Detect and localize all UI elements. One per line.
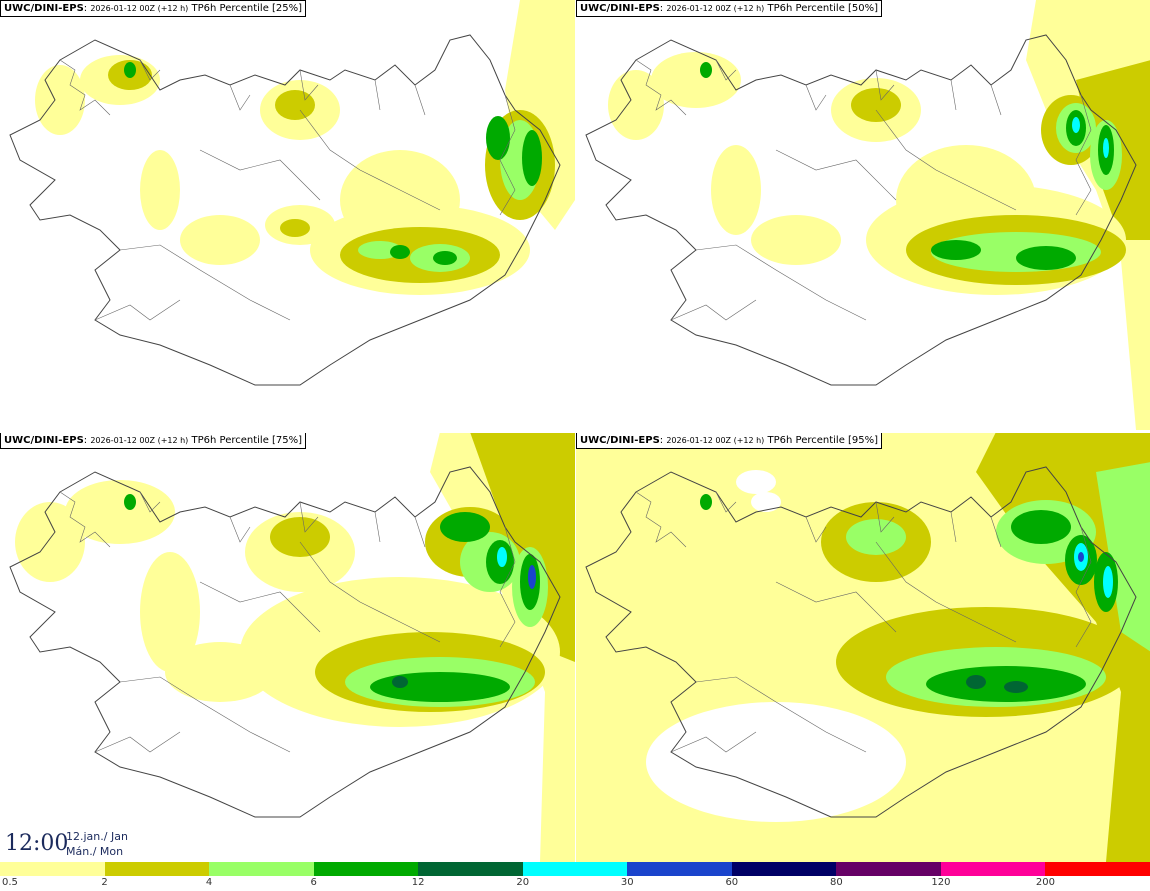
legend-swatch (522, 862, 628, 876)
legend-tick-label: 20 (516, 877, 530, 888)
panel-title-p50: UWC/DINI-EPS: 2026-01-12 00Z (+12 h) TP6… (576, 0, 883, 17)
legend-swatch (0, 862, 105, 876)
precip-map-p25 (9, 0, 575, 386)
map-panel-p95: UWC/DINI-EPS: 2026-01-12 00Z (+12 h) TP6… (576, 432, 1150, 862)
legend-swatch (209, 862, 314, 876)
legend-tick-label: 30 (620, 877, 634, 888)
valid-date-line1: 12.jan./ Jan (66, 830, 128, 843)
legend-swatch (731, 862, 837, 876)
legend-tick-label: 12 (411, 877, 425, 888)
valid-time-box: 12:00 12.jan./ Jan Mán./ Mon (0, 826, 135, 862)
panel-title-p25: UWC/DINI-EPS: 2026-01-12 00Z (+12 h) TP6… (0, 0, 307, 17)
legend-tick-label: 200 (1035, 877, 1055, 888)
legend-tick-label: 60 (725, 877, 739, 888)
legend-swatch (313, 862, 419, 876)
legend-ticks: 0.5 2 4 6 12 20 30 60 80 120 200 (0, 876, 1150, 891)
legend-tick-label: 6 (310, 877, 317, 888)
map-panel-p75: UWC/DINI-EPS: 2026-01-12 00Z (+12 h) TP6… (0, 432, 575, 862)
legend-swatch (1045, 862, 1150, 876)
legend-swatch (104, 862, 210, 876)
valid-time: 12:00 (5, 831, 69, 856)
legend-swatch (627, 862, 732, 876)
precip-map-p75 (9, 432, 575, 862)
legend-tick-label: 0.5 (2, 877, 18, 888)
legend-swatch (836, 862, 941, 876)
legend-tick-label: 80 (829, 877, 843, 888)
legend-tick-label: 2 (101, 877, 108, 888)
color-legend (0, 862, 1150, 876)
legend-swatch (418, 862, 523, 876)
panel-title-p95: UWC/DINI-EPS: 2026-01-12 00Z (+12 h) TP6… (576, 432, 883, 449)
valid-date-line2: Mán./ Mon (66, 845, 124, 858)
legend-tick-label: 120 (931, 877, 951, 888)
panel-separator-horizontal (0, 431, 1150, 433)
panel-title-p75: UWC/DINI-EPS: 2026-01-12 00Z (+12 h) TP6… (0, 432, 307, 449)
map-panel-p50: UWC/DINI-EPS: 2026-01-12 00Z (+12 h) TP6… (576, 0, 1150, 430)
legend-tick-label: 4 (205, 877, 213, 888)
legend-swatch (940, 862, 1046, 876)
precip-map-p95 (576, 432, 1150, 862)
map-panel-p25: UWC/DINI-EPS: 2026-01-12 00Z (+12 h) TP6… (0, 0, 575, 430)
precip-map-p50 (585, 0, 1150, 430)
